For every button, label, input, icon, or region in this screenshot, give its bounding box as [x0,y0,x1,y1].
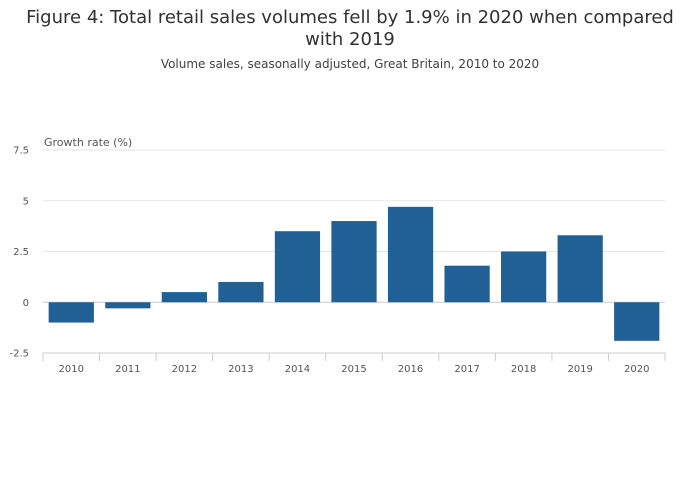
bar-2012[interactable] [161,292,207,303]
chart-title: Figure 4: Total retail sales volumes fel… [26,7,674,50]
x-tick-label: 2016 [398,364,423,375]
x-tick-label: 2010 [59,364,84,375]
x-axis: 2010 2011 2012 2013 2014 2015 2016 2017 2018 2019… [42,352,666,375]
bar-2010[interactable] [48,302,94,323]
bar-2019[interactable] [557,235,603,303]
chart-subtitle: Volume sales, seasonally adjusted, Great… [160,57,540,71]
bar-2016[interactable] [387,206,434,303]
bar-2017[interactable] [444,265,490,303]
x-tick-label: 2018 [511,364,536,375]
x-tick-label: 2014 [285,364,310,375]
y-axis: -2.5 0 2.5 5 7.5 [9,146,29,360]
x-tick-label: 2011 [115,364,140,375]
bar-2018[interactable] [501,251,547,303]
bar-2020[interactable] [614,302,660,341]
x-tick-label: 2017 [454,364,479,375]
bar-2014[interactable] [274,231,321,303]
bars [48,206,660,341]
y-tick-label: -2.5 [9,349,29,360]
y-tick-label: 7.5 [13,146,29,157]
x-tick-label: 2015 [341,364,366,375]
x-tick-label: 2019 [567,364,592,375]
y-tick-label: 5 [23,196,29,207]
y-tick-label: 2.5 [13,247,29,258]
x-tick-label: 2012 [172,364,197,375]
y-axis-label: Growth rate (%) [44,136,132,149]
bar-2015[interactable] [331,221,377,303]
y-tick-label: 0 [23,298,29,309]
bar-2013[interactable] [218,281,264,303]
bar-2011[interactable] [105,302,151,309]
x-tick-label: 2020 [624,364,649,375]
x-tick-label: 2013 [228,364,253,375]
